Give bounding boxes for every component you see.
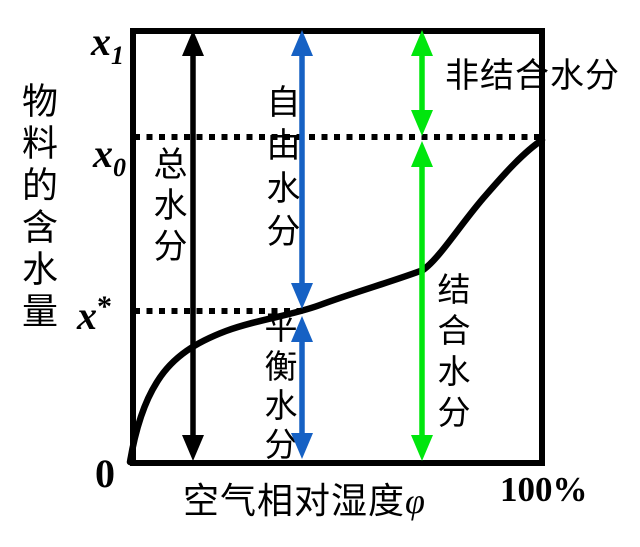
x-axis-label-text: 空气相对湿度	[183, 481, 406, 521]
y-tick-xstar-base: x	[77, 293, 97, 338]
moisture-curve	[126, 136, 546, 466]
y-tick-x1: x1	[58, 22, 124, 69]
y-axis-label: 物料的含水量	[17, 82, 57, 334]
total-moisture-arrow	[182, 30, 204, 461]
bound-moisture-arrow	[411, 141, 433, 461]
total-moisture-label: 总水分	[148, 146, 185, 269]
phi-symbol: φ	[405, 481, 426, 521]
x-axis-label: 空气相对湿度φ	[183, 481, 426, 522]
y-tick-x0: x0	[58, 134, 126, 181]
x-max-label: 100%	[500, 470, 588, 509]
equilibrium-moisture-label: 平衡水分	[259, 310, 295, 466]
y-tick-x1-subscript: 1	[111, 41, 124, 70]
y-tick-xstar: x*	[48, 292, 112, 336]
y-tick-x0-base: x	[93, 131, 113, 176]
origin-label: 0	[95, 451, 115, 496]
free-moisture-label: 自由水分	[261, 84, 298, 256]
free-moisture-arrow	[291, 30, 313, 309]
unbound-moisture-arrow	[411, 30, 433, 136]
unbound-moisture-label: 非结合水分	[445, 58, 620, 95]
plot-border	[130, 28, 545, 466]
y-tick-xstar-superscript: *	[97, 290, 112, 323]
y-tick-x0-subscript: 0	[113, 153, 126, 182]
equilibrium-moisture-arrow	[291, 316, 313, 459]
bound-moisture-label: 结合水分	[432, 272, 468, 436]
y-tick-x1-base: x	[91, 19, 111, 64]
